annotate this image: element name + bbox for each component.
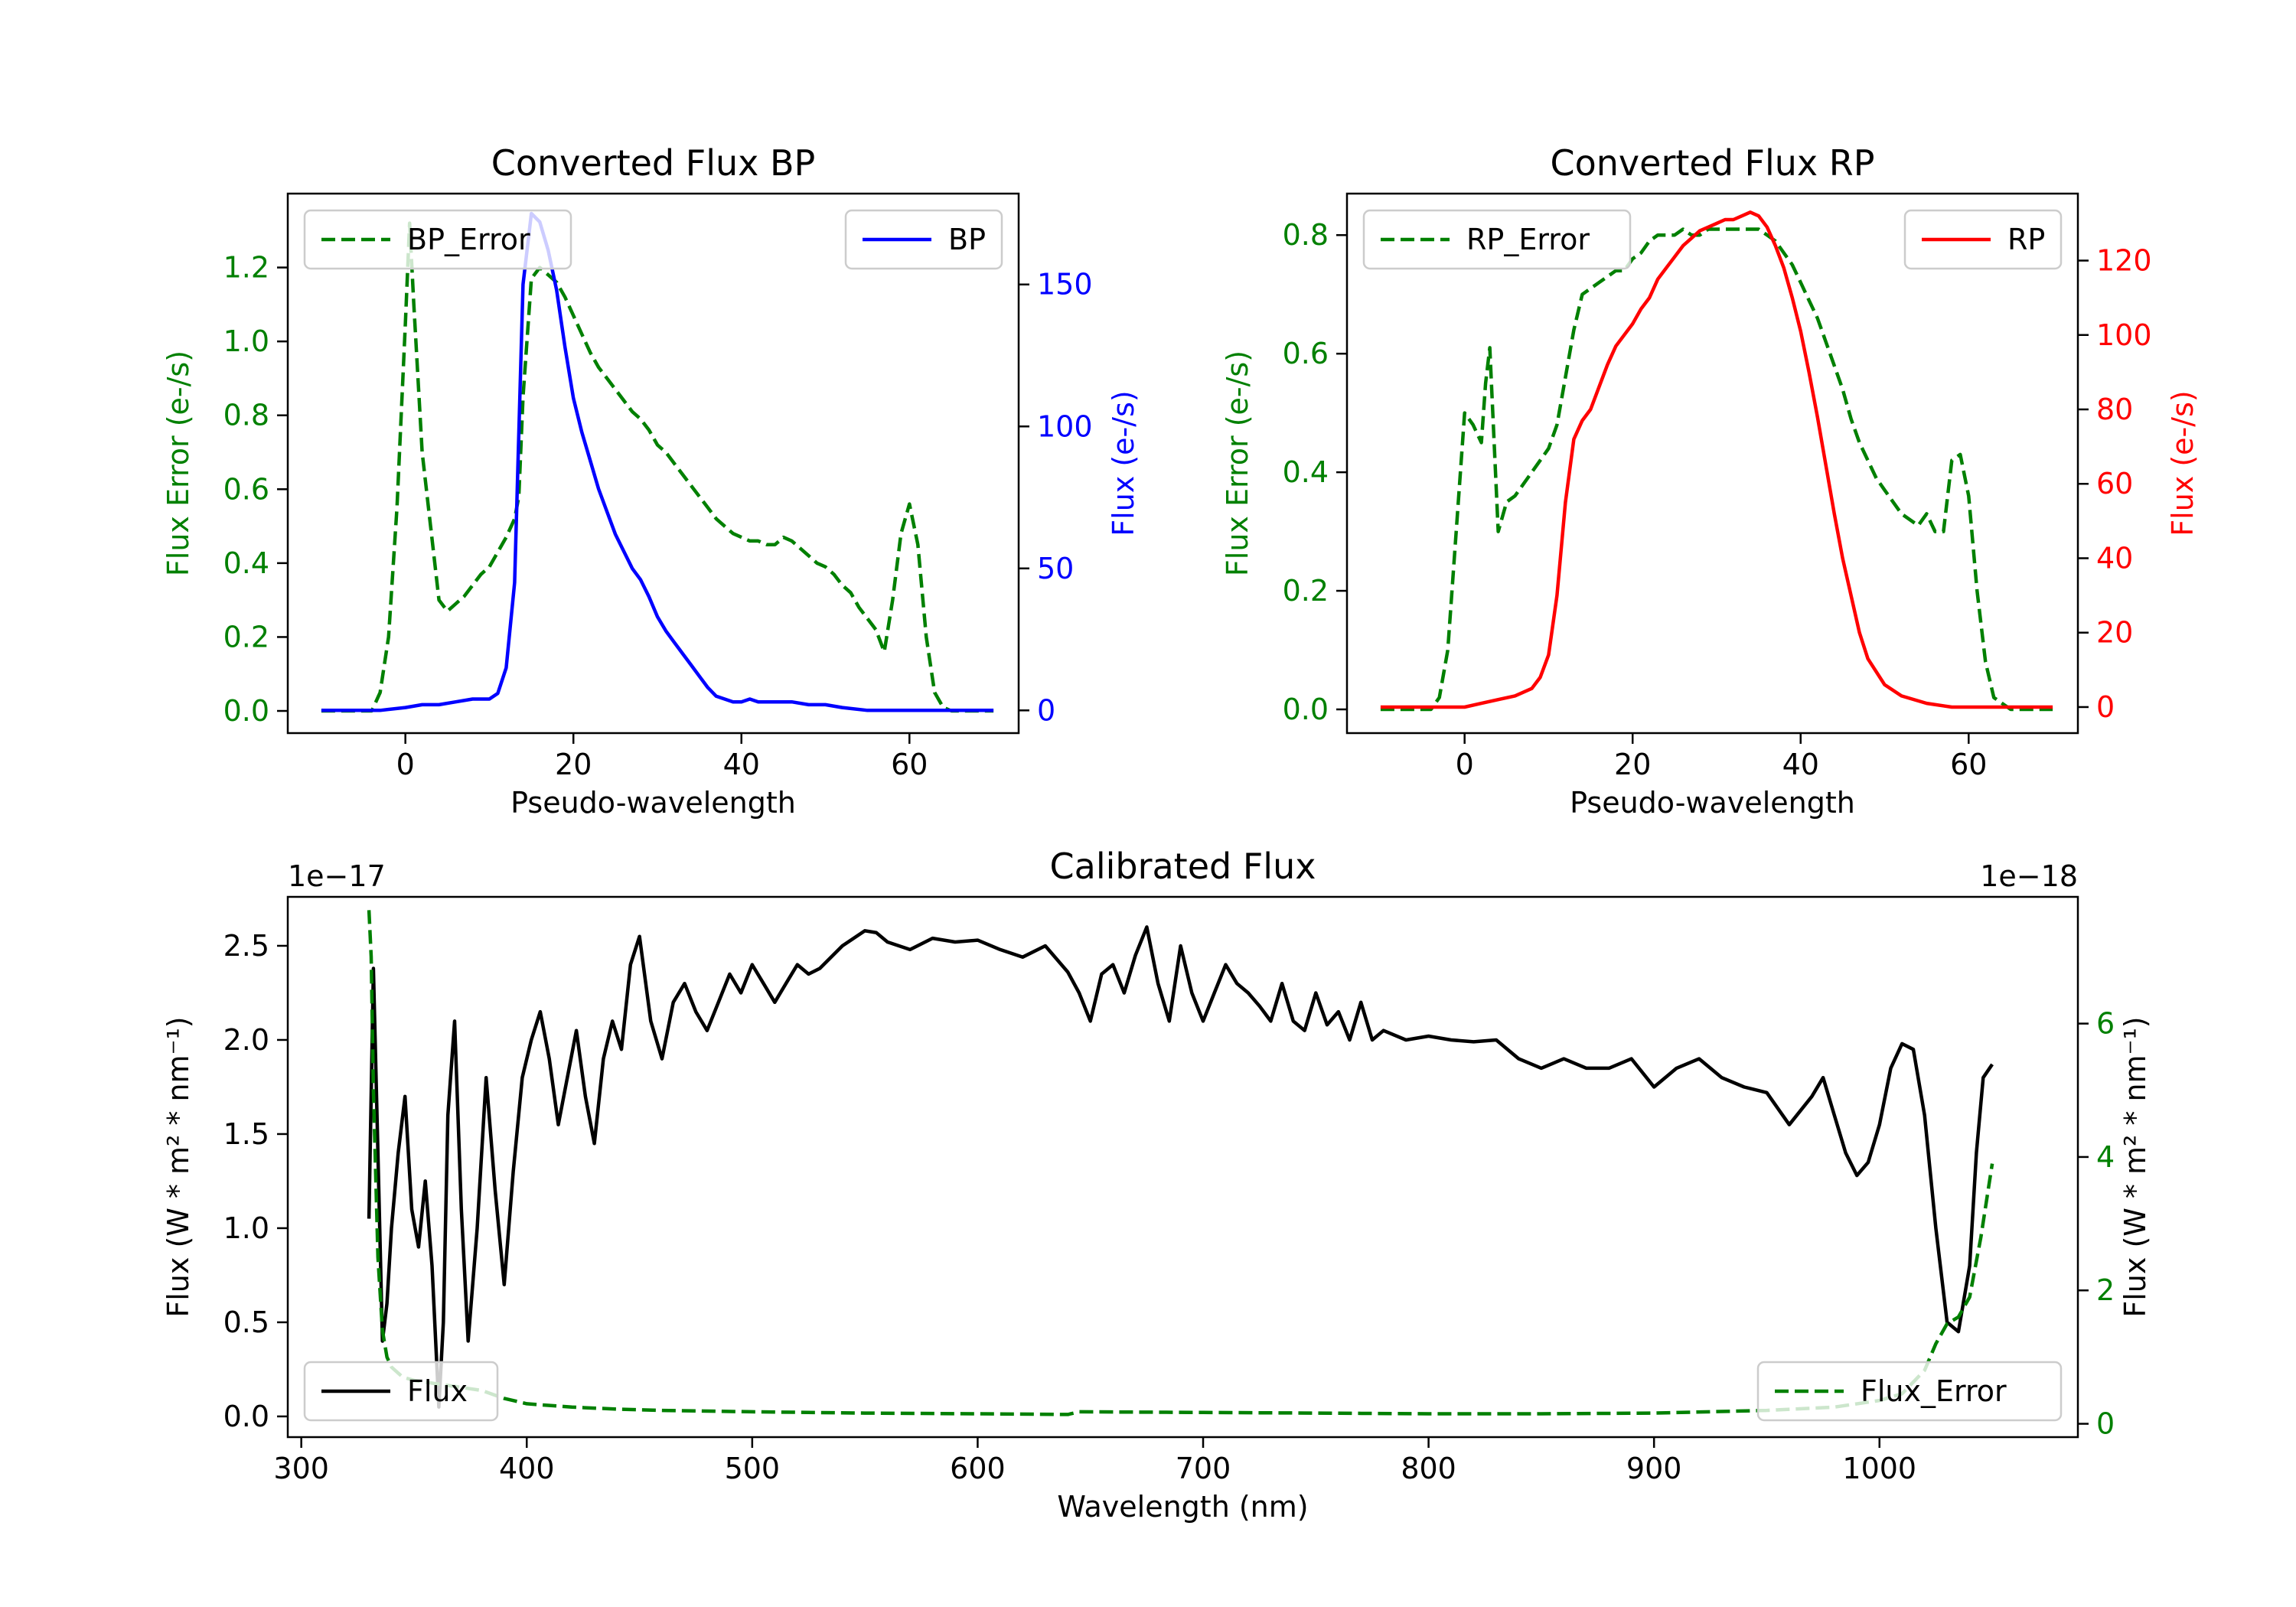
x-tick-label: 0 xyxy=(1456,748,1474,781)
y-right-axis-label: Flux (e-/s) xyxy=(1107,390,1140,536)
y-right-axis-label: Flux (W * m² * nm⁻¹) xyxy=(2118,1016,2152,1317)
y-tick-label: 0.0 xyxy=(223,694,269,728)
legend-box xyxy=(1362,209,1632,270)
bp-series-line xyxy=(321,211,994,712)
y-offset-label: 1e−17 xyxy=(288,859,386,893)
chart-title: Converted Flux BP xyxy=(491,142,816,184)
y-tick-label: 1.0 xyxy=(223,324,269,358)
x-tick-label: 20 xyxy=(1614,748,1651,781)
y-tick-label: 0.4 xyxy=(223,546,269,580)
x-tick-label: 500 xyxy=(725,1452,781,1485)
y-tick-label: 0.8 xyxy=(223,399,269,432)
bp-error-series-line xyxy=(321,221,994,713)
y-right-tick-label: 120 xyxy=(2096,244,2152,278)
flux-error-legend: Flux_Error xyxy=(1756,1361,2063,1422)
x-tick-label: 20 xyxy=(555,748,592,781)
y-right-tick-label: 0 xyxy=(2096,690,2115,724)
y-tick-label: 0.6 xyxy=(223,472,269,506)
y-axis-label: Flux Error (e-/s) xyxy=(1221,350,1254,576)
calibrated-plot-frame xyxy=(286,895,2079,1439)
y-tick-label: 0.6 xyxy=(1283,337,1329,370)
x-axis-label: Pseudo-wavelength xyxy=(1570,786,1855,820)
chart-title: Calibrated Flux xyxy=(1050,846,1316,887)
bp-error-legend: BP_Error xyxy=(303,209,572,270)
rp-chart: 0 20 40 60 0.0 0.2 0.4 0.6 0.8 0 20 40 60 80 100 120 Con… xyxy=(1221,142,2200,820)
legend-label: RP_Error xyxy=(1466,223,1590,256)
y-tick-label: 1.5 xyxy=(223,1117,269,1151)
legend-label: Flux_Error xyxy=(1861,1374,2007,1408)
y-tick-label: 0.4 xyxy=(1283,455,1329,489)
legend-box xyxy=(303,1361,499,1422)
y-tick-label: 1.0 xyxy=(223,1211,269,1245)
x-axis-label: Wavelength (nm) xyxy=(1057,1490,1308,1524)
bp-plot-frame xyxy=(286,192,1020,735)
x-axis-label: Pseudo-wavelength xyxy=(510,786,796,820)
x-tick-label: 600 xyxy=(950,1452,1006,1485)
legend-label: BP_Error xyxy=(407,223,530,256)
y-tick-label: 2.0 xyxy=(223,1023,269,1057)
y-right-tick-label: 0 xyxy=(2096,1407,2115,1441)
x-tick-label: 60 xyxy=(891,748,928,781)
y-tick-label: 0.8 xyxy=(1283,218,1329,252)
legend-box xyxy=(1756,1361,2063,1422)
y-right-tick-label: 80 xyxy=(2096,393,2133,426)
x-tick-label: 0 xyxy=(396,748,415,781)
y-right-tick-label: 0 xyxy=(1037,693,1055,727)
y-right-axis-label: Flux (e-/s) xyxy=(2166,390,2200,536)
y-tick-label: 0.5 xyxy=(223,1305,269,1339)
x-tick-label: 40 xyxy=(1782,748,1819,781)
rp-plot-frame xyxy=(1345,192,2079,735)
y-right-tick-label: 6 xyxy=(2096,1007,2115,1041)
x-tick-label: 1000 xyxy=(1842,1452,1916,1485)
calibrated-chart: 300 400 500 600 700 800 900 1000 0.0 0.5 1.0 1.5 2.0… xyxy=(161,846,2152,1524)
y-right-tick-label: 100 xyxy=(1037,409,1093,443)
y-right-offset-label: 1e−18 xyxy=(1980,859,2078,893)
y-axis-label: Flux (W * m² * nm⁻¹) xyxy=(161,1016,195,1317)
x-tick-label: 900 xyxy=(1626,1452,1682,1485)
y-tick-label: 0.2 xyxy=(223,620,269,654)
y-right-tick-label: 40 xyxy=(2096,541,2133,575)
y-tick-label: 0.0 xyxy=(1283,693,1329,726)
y-tick-label: 0.2 xyxy=(1283,574,1329,608)
legend-box xyxy=(303,209,572,270)
legend-label: Flux xyxy=(407,1374,468,1408)
y-right-tick-label: 4 xyxy=(2096,1140,2115,1174)
legend-label: RP xyxy=(2007,223,2045,256)
rp-error-series-line xyxy=(1380,227,2053,712)
x-tick-label: 700 xyxy=(1176,1452,1231,1485)
y-tick-label: 0.0 xyxy=(223,1400,269,1433)
bp-chart: 0 20 40 60 0.0 0.2 0.4 0.6 0.8 1.0 1.2 0 50 100 150 Con… xyxy=(161,142,1140,820)
legend-label: BP xyxy=(948,223,986,256)
chart-title: Converted Flux RP xyxy=(1551,142,1875,184)
rp-series-line xyxy=(1380,210,2053,709)
y-right-tick-label: 60 xyxy=(2096,467,2133,500)
y-tick-label: 2.5 xyxy=(223,929,269,963)
rp-error-legend: RP_Error xyxy=(1362,209,1632,270)
y-right-tick-label: 20 xyxy=(2096,616,2133,650)
x-tick-label: 400 xyxy=(499,1452,555,1485)
x-tick-label: 300 xyxy=(273,1452,329,1485)
bp-legend: BP xyxy=(844,209,1003,270)
x-tick-label: 40 xyxy=(723,748,760,781)
rp-legend: RP xyxy=(1903,209,2063,270)
y-right-tick-label: 2 xyxy=(2096,1273,2115,1307)
flux-error-series-line xyxy=(367,910,1994,1416)
y-tick-label: 1.2 xyxy=(223,251,269,285)
y-right-tick-label: 150 xyxy=(1037,268,1093,302)
flux-legend: Flux xyxy=(303,1361,499,1422)
y-right-tick-label: 50 xyxy=(1037,552,1074,585)
x-tick-label: 60 xyxy=(1950,748,1987,781)
x-tick-label: 800 xyxy=(1401,1452,1456,1485)
y-axis-label: Flux Error (e-/s) xyxy=(161,350,195,576)
flux-series-line xyxy=(367,925,1994,1409)
y-right-tick-label: 100 xyxy=(2096,318,2152,352)
